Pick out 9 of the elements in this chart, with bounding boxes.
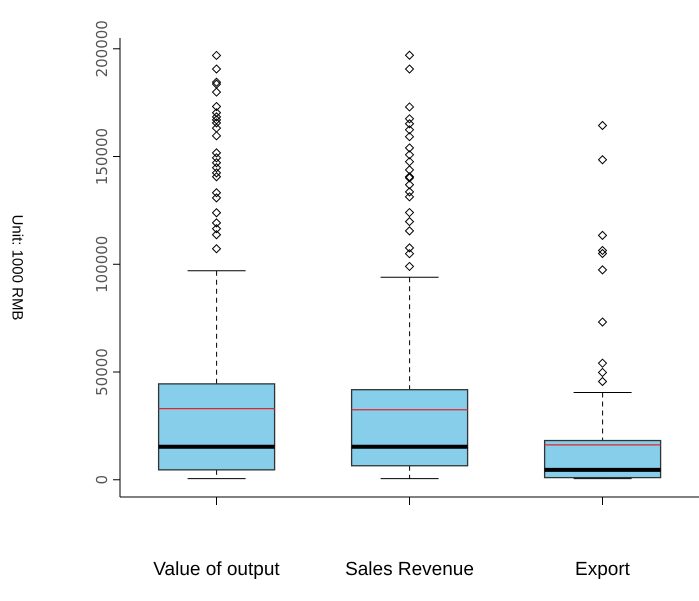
x-tick-label: Export (575, 559, 631, 580)
y-tick-label: 50000 (93, 348, 111, 396)
y-tick-label: 150000 (93, 128, 111, 186)
y-tick-label: 100000 (93, 236, 111, 293)
x-tick-label: Value of output (153, 559, 280, 580)
y-tick-label: 0 (93, 474, 111, 485)
x-tick-label: Sales Revenue (345, 559, 474, 580)
y-tick-label: 200000 (93, 20, 111, 78)
y-axis-title: Unit: 1000 RMB (8, 214, 26, 320)
